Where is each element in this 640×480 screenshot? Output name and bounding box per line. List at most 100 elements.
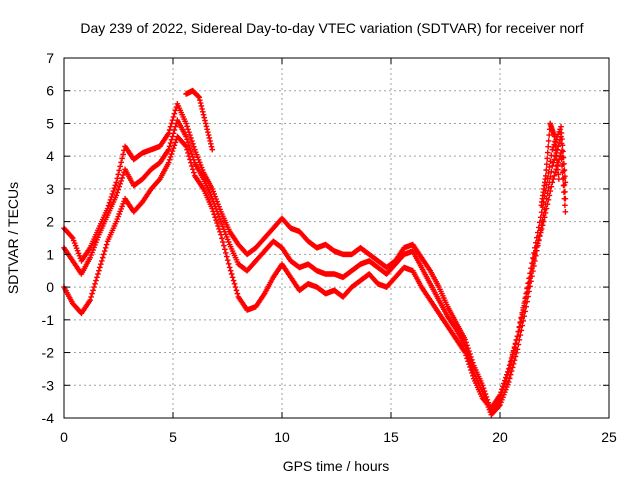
data-point bbox=[207, 138, 213, 144]
data-point bbox=[196, 94, 202, 101]
data-point bbox=[558, 140, 565, 147]
data-point bbox=[539, 222, 546, 229]
data-point bbox=[214, 220, 220, 226]
series-late-spike bbox=[538, 120, 562, 209]
data-point bbox=[549, 163, 556, 169]
data-point bbox=[548, 183, 555, 190]
data-point bbox=[207, 141, 214, 147]
data-point bbox=[94, 274, 100, 281]
data-point bbox=[165, 159, 172, 166]
data-point bbox=[554, 162, 561, 168]
data-point bbox=[519, 311, 526, 318]
data-point bbox=[118, 178, 124, 184]
data-point bbox=[213, 217, 219, 223]
y-tick-label: 6 bbox=[46, 83, 54, 99]
y-tick-label: 4 bbox=[46, 148, 54, 164]
data-point bbox=[118, 159, 124, 166]
data-point bbox=[68, 234, 75, 240]
data-point bbox=[528, 270, 534, 277]
data-point bbox=[535, 224, 542, 231]
data-point bbox=[508, 368, 515, 374]
data-point bbox=[229, 274, 236, 281]
data-point bbox=[557, 153, 563, 159]
y-tick-label: 1 bbox=[46, 246, 54, 262]
data-point bbox=[205, 132, 212, 138]
data-point bbox=[558, 123, 564, 130]
data-point bbox=[559, 169, 566, 176]
data-point bbox=[526, 279, 532, 286]
data-point bbox=[99, 254, 106, 261]
data-layer bbox=[61, 87, 569, 418]
data-point bbox=[210, 208, 217, 215]
data-point bbox=[203, 123, 210, 130]
data-point bbox=[546, 192, 553, 199]
data-point bbox=[90, 287, 96, 294]
data-point bbox=[503, 371, 510, 378]
data-point bbox=[543, 161, 550, 167]
data-point bbox=[543, 167, 550, 173]
data-point bbox=[545, 197, 552, 203]
data-point bbox=[509, 364, 516, 371]
data-point bbox=[224, 257, 231, 263]
data-point bbox=[547, 158, 554, 165]
data-point bbox=[168, 137, 175, 143]
data-point bbox=[209, 146, 216, 153]
data-point bbox=[114, 175, 121, 182]
data-point bbox=[545, 143, 552, 150]
data-point bbox=[199, 109, 206, 115]
data-point bbox=[186, 129, 192, 135]
data-point bbox=[463, 352, 469, 359]
data-point bbox=[205, 129, 211, 135]
data-point bbox=[98, 258, 105, 264]
data-point bbox=[506, 362, 513, 369]
data-point bbox=[513, 337, 520, 343]
data-point bbox=[186, 153, 192, 159]
data-point bbox=[558, 133, 564, 140]
data-point bbox=[538, 209, 545, 215]
data-point bbox=[537, 229, 544, 236]
data-point bbox=[512, 340, 519, 347]
data-point bbox=[462, 349, 468, 356]
data-point bbox=[462, 343, 468, 349]
data-point bbox=[517, 332, 524, 338]
data-point bbox=[499, 386, 505, 393]
data-point bbox=[555, 171, 562, 178]
data-point bbox=[530, 261, 536, 267]
data-point bbox=[542, 210, 549, 216]
data-point bbox=[517, 320, 524, 326]
data-point bbox=[165, 130, 172, 137]
data-point bbox=[543, 205, 550, 212]
data-point bbox=[167, 154, 174, 160]
data-point bbox=[533, 247, 539, 254]
data-point bbox=[462, 336, 468, 343]
data-point bbox=[231, 281, 238, 287]
data-point bbox=[554, 157, 560, 163]
data-point bbox=[518, 327, 525, 334]
data-point bbox=[167, 140, 174, 146]
data-point bbox=[556, 176, 562, 182]
data-point bbox=[504, 369, 511, 375]
data-point bbox=[212, 214, 218, 221]
data-point bbox=[470, 373, 476, 379]
data-point bbox=[202, 120, 209, 127]
data-point bbox=[95, 271, 101, 277]
data-point bbox=[502, 377, 508, 384]
data-point bbox=[527, 275, 533, 281]
data-point bbox=[189, 151, 195, 157]
data-point bbox=[206, 135, 213, 141]
data-point bbox=[114, 189, 121, 196]
data-point bbox=[182, 142, 188, 149]
data-point bbox=[168, 151, 175, 157]
y-tick-label: 2 bbox=[46, 214, 54, 230]
data-point bbox=[506, 375, 513, 382]
data-point bbox=[169, 148, 176, 154]
data-point bbox=[522, 298, 528, 305]
data-point bbox=[166, 143, 173, 150]
data-point bbox=[508, 355, 515, 361]
data-point bbox=[156, 177, 162, 183]
data-point bbox=[165, 146, 172, 153]
data-point bbox=[217, 229, 223, 235]
data-point bbox=[523, 294, 529, 300]
data-point bbox=[223, 253, 230, 260]
